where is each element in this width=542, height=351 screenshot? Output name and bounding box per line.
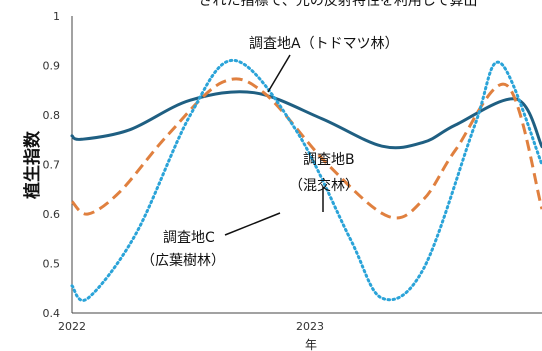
y-tick-labels: 0.4 0.5 0.6 0.7 0.8 0.9 1 (43, 10, 61, 320)
series-lines (70, 58, 542, 302)
series-line-c (70, 58, 542, 302)
annotation-c-sublabel: （広葉樹林） (141, 253, 225, 269)
annotation-a-label: 調査地A（トドマツ林） (249, 36, 399, 52)
y-tick-label: 0.9 (43, 60, 61, 73)
y-tick-label: 1 (53, 10, 60, 23)
annotation-b-label: 調査地B (303, 152, 355, 168)
y-tick-label: 0.8 (43, 109, 61, 122)
x-tick-label: 2022 (58, 320, 86, 333)
y-tick-label: 0.5 (43, 258, 61, 271)
y-tick-label: 0.4 (43, 307, 61, 320)
y-axis-label: 植生指数 (22, 130, 43, 199)
x-axis-label: 年 (305, 338, 317, 351)
annotation-leader-c (224, 212, 281, 236)
annotation-b-sublabel: （混交林） (289, 177, 359, 194)
series-line-a (70, 90, 542, 150)
chart-title: された指標で、光の反射特性を利用して算出 (198, 0, 477, 9)
y-tick-label: 0.6 (43, 208, 61, 221)
annotation-c-label: 調査地C (163, 230, 215, 246)
x-tick-label: 2023 (296, 320, 324, 333)
annotation-leader-a (267, 54, 291, 93)
y-tick-label: 0.7 (43, 159, 61, 172)
x-tick-labels: 2022 2023 (58, 320, 324, 333)
